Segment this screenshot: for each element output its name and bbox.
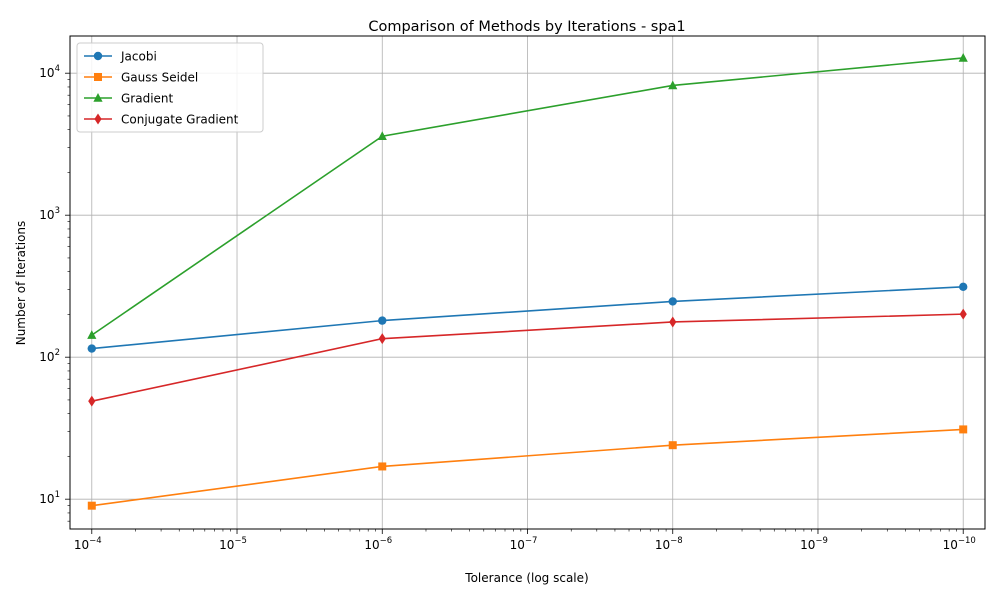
x-axis-label: Tolerance (log scale) xyxy=(464,571,588,585)
data-point xyxy=(668,441,677,450)
legend: Jacobi Gauss Seidel Gradient Conjugate Grad… xyxy=(76,42,264,133)
series-conjugate-gradient xyxy=(88,308,967,407)
y-tick-label: 102 xyxy=(39,348,60,364)
legend-box xyxy=(76,42,264,133)
data-point xyxy=(87,330,97,339)
data-point xyxy=(669,316,677,328)
series-jacobi xyxy=(87,282,968,353)
series-line xyxy=(91,313,964,402)
legend-marker xyxy=(93,51,103,61)
x-tick-label: 10−5 xyxy=(219,536,247,552)
legend-label: Gradient xyxy=(121,92,174,106)
x-tick-label: 10−4 xyxy=(74,536,102,552)
legend-label: Gauss Seidel xyxy=(121,71,198,85)
legend-label: Jacobi xyxy=(120,50,157,64)
series-gradient xyxy=(87,52,968,339)
x-tick-label: 10−10 xyxy=(943,536,976,552)
data-point xyxy=(378,333,386,345)
legend-marker xyxy=(94,73,102,81)
x-tick-label: 10−8 xyxy=(655,536,683,552)
x-tick-label: 10−7 xyxy=(510,536,538,552)
data-point xyxy=(88,395,96,407)
x-tick-label: 10−6 xyxy=(364,536,392,552)
data-point xyxy=(959,425,968,434)
data-point xyxy=(959,308,967,320)
legend-item: Gauss Seidel xyxy=(84,71,198,85)
data-point xyxy=(668,297,677,306)
series-gauss-seidel xyxy=(87,425,968,510)
chart-title: Comparison of Methods by Iterations - sp… xyxy=(368,19,685,35)
x-tick-label: 10−9 xyxy=(800,536,828,552)
y-tick-label: 101 xyxy=(39,490,60,506)
y-axis-ticks: 101 102 103 104 xyxy=(39,64,70,522)
series-group xyxy=(87,52,968,510)
series-line xyxy=(91,57,964,336)
y-tick-label: 104 xyxy=(39,64,60,80)
legend-label: Conjugate Gradient xyxy=(121,113,239,127)
plot-frame xyxy=(69,35,986,530)
legend-item: Conjugate Gradient xyxy=(84,113,239,127)
legend-item: Jacobi xyxy=(84,50,157,64)
data-point xyxy=(377,131,387,141)
x-axis-ticks: 10−4 10−5 10−6 10−7 10−8 10−9 10−10 xyxy=(74,529,976,552)
legend-marker xyxy=(94,113,102,125)
series-line xyxy=(91,286,964,350)
data-point xyxy=(87,501,96,510)
data-point xyxy=(378,462,387,471)
y-axis-label: Number of Iterations xyxy=(14,221,28,346)
data-point xyxy=(87,344,96,353)
data-point xyxy=(668,80,678,90)
series-line xyxy=(91,428,964,507)
data-point xyxy=(959,282,968,292)
y-tick-label: 103 xyxy=(39,206,60,222)
legend-marker xyxy=(93,93,103,102)
data-point xyxy=(378,316,387,325)
data-point xyxy=(958,52,968,62)
legend-item: Gradient xyxy=(84,92,174,106)
